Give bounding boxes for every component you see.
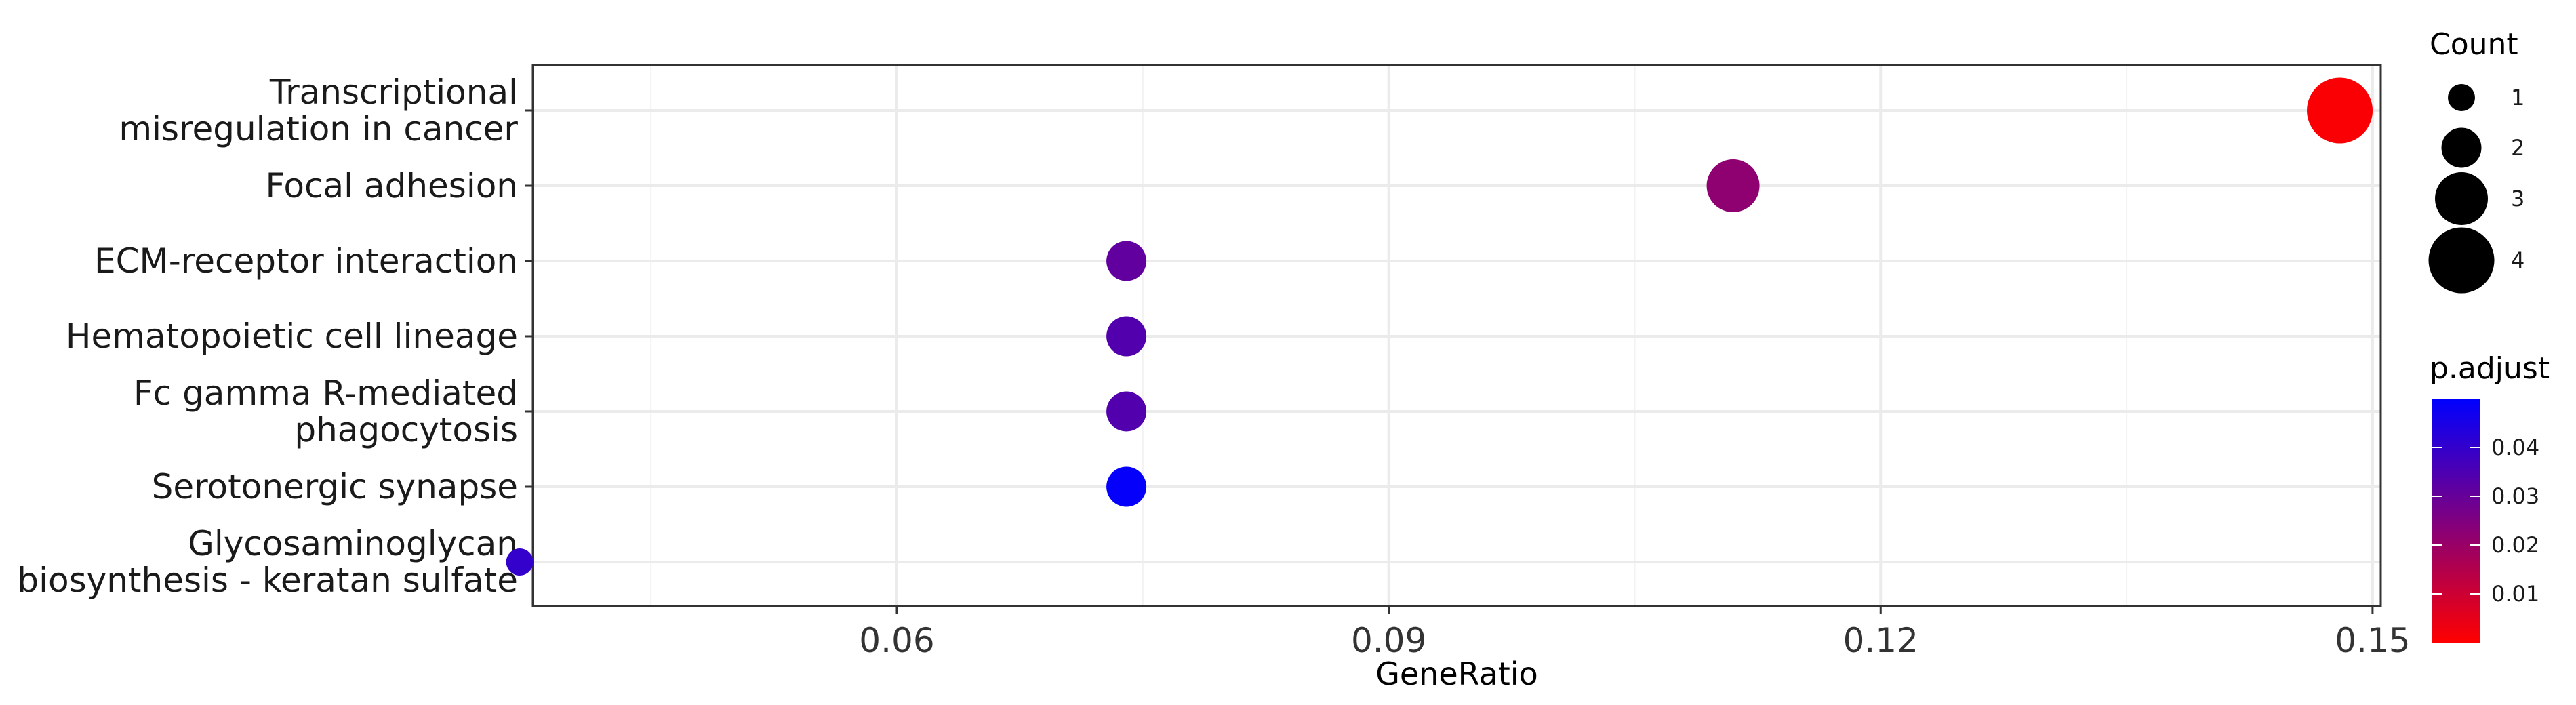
colorbar-label: 0.01 xyxy=(2491,581,2539,607)
data-point xyxy=(506,548,534,576)
count-legend-dot xyxy=(2435,172,2488,225)
p-adjust-legend: p.adjust 0.01 0.02 0.03 0.04 xyxy=(2430,351,2550,643)
y-category-label: Glycosaminoglycan biosynthesis - keratan … xyxy=(17,524,518,600)
p-adjust-colorbar xyxy=(2432,399,2480,643)
x-axis-title: GeneRatio xyxy=(1375,656,1538,692)
y-category-label: Focal adhesion xyxy=(265,166,518,205)
y-category-label: Fc gamma R-mediated phagocytosis xyxy=(134,374,518,449)
count-legend-title: Count xyxy=(2430,27,2518,62)
count-legend-dot xyxy=(2441,127,2482,168)
grid-lines xyxy=(533,65,2381,606)
count-legend: Count 1 2 3 4 xyxy=(2428,27,2524,294)
data-point xyxy=(2307,77,2373,144)
p-adjust-legend-title: p.adjust xyxy=(2430,351,2550,386)
x-tick-label: 0.06 xyxy=(859,621,934,660)
count-legend-dot xyxy=(2428,227,2495,294)
count-legend-label: 3 xyxy=(2511,186,2524,212)
count-legend-label: 2 xyxy=(2511,135,2524,161)
colorbar-label: 0.04 xyxy=(2491,435,2539,460)
x-tick-label: 0.15 xyxy=(2335,621,2410,660)
data-point xyxy=(1706,159,1760,212)
x-tick-label: 0.09 xyxy=(1351,621,1426,660)
axes: 0.06 0.09 0.12 0.15 Transcriptional misregula… xyxy=(17,73,2410,660)
data-points xyxy=(506,77,2373,576)
y-category-label: ECM-receptor interaction xyxy=(94,241,518,281)
count-legend-label: 1 xyxy=(2511,85,2524,110)
data-point xyxy=(1106,241,1147,281)
data-point xyxy=(1106,391,1147,432)
count-legend-dot xyxy=(2448,84,2475,111)
colorbar-label: 0.02 xyxy=(2491,532,2539,558)
y-category-label: Transcriptional misregulation in cancer xyxy=(119,73,518,148)
y-category-label: Serotonergic synapse xyxy=(152,467,518,506)
data-point xyxy=(1106,316,1147,357)
count-legend-label: 4 xyxy=(2511,247,2524,273)
colorbar-label: 0.03 xyxy=(2491,483,2539,509)
y-category-label: Hematopoietic cell lineage xyxy=(66,317,518,356)
x-tick-label: 0.12 xyxy=(1843,621,1918,660)
data-point xyxy=(1106,466,1147,507)
